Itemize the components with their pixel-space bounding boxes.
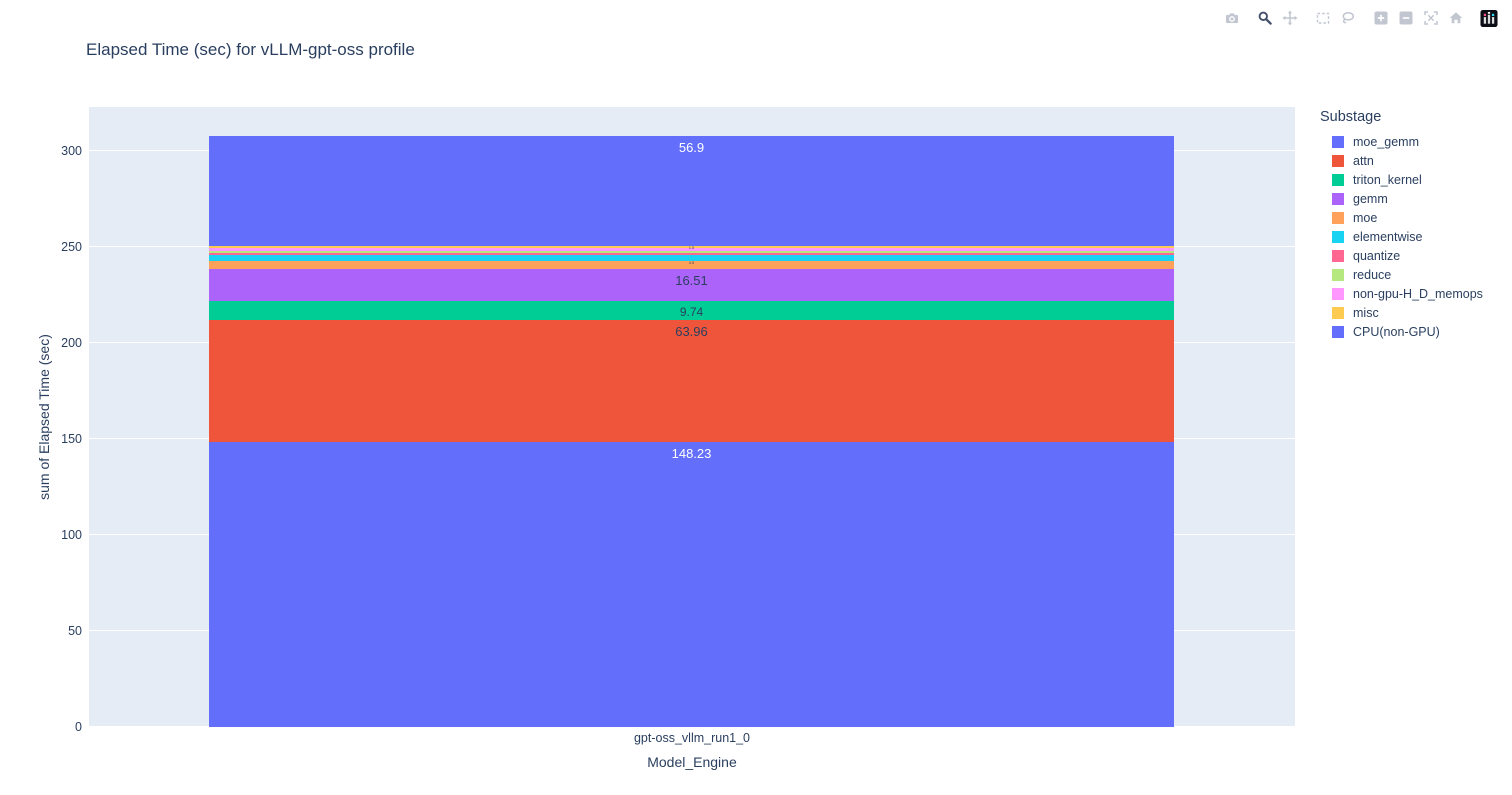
legend-label: reduce xyxy=(1353,267,1392,282)
legend-swatch xyxy=(1332,287,1344,300)
bar-segment-moe_gemm[interactable]: 148.23 xyxy=(209,442,1174,727)
lasso-icon xyxy=(1342,11,1355,24)
bar-segment-value: 9.74 xyxy=(679,305,704,320)
y-tick-label: 150 xyxy=(61,431,82,446)
legend-swatch xyxy=(1332,230,1344,243)
legend-item-attn[interactable]: attn xyxy=(1318,151,1483,170)
modebar-plotly-logo-button[interactable] xyxy=(1480,9,1498,27)
bar-segment-value: 4.5 xyxy=(688,259,695,265)
bar-segment-reduce[interactable] xyxy=(209,251,1174,254)
zoom-out-icon xyxy=(1399,11,1413,25)
legend-item-moe[interactable]: moe xyxy=(1318,208,1483,227)
bar-segment-value: 1.5 xyxy=(688,244,695,250)
camera-icon xyxy=(1226,13,1238,23)
bar-segment-triton_kernel[interactable]: 9.74 xyxy=(209,301,1174,320)
legend-item-gemm[interactable]: gemm xyxy=(1318,189,1483,208)
modebar xyxy=(1216,9,1498,27)
legend-swatch xyxy=(1332,154,1344,167)
plot-area[interactable]: 148.23 63.96 9.74 16.51 4.5 1.5 56.9 xyxy=(89,107,1295,727)
legend-label: CPU(non-GPU) xyxy=(1353,324,1440,339)
modebar-zoom-in-button[interactable] xyxy=(1372,9,1390,27)
y-axis-title: sum of Elapsed Time (sec) xyxy=(36,334,52,500)
y-tick-label: 200 xyxy=(61,335,82,350)
legend-title: Substage xyxy=(1320,109,1382,125)
legend-item-misc[interactable]: misc xyxy=(1318,303,1483,322)
legend: Substage moe_gemm attn triton_kernel gemm mo… xyxy=(1318,109,1483,341)
y-tick-label: 0 xyxy=(75,719,82,734)
bar-segment-elementwise[interactable] xyxy=(209,254,1174,261)
bar-segment-non-gpu-H_D_memops[interactable] xyxy=(209,248,1174,252)
modebar-lasso-button[interactable] xyxy=(1339,9,1357,27)
legend-item-moe_gemm[interactable]: moe_gemm xyxy=(1318,132,1483,151)
bar-segment-value: 56.9 xyxy=(678,140,705,156)
legend-label: gemm xyxy=(1353,191,1388,206)
autoscale-icon xyxy=(1424,11,1438,25)
bar-segment-gemm[interactable]: 16.51 xyxy=(209,269,1174,302)
legend-swatch xyxy=(1332,325,1344,338)
legend-label: moe_gemm xyxy=(1353,134,1419,149)
legend-item-reduce[interactable]: reduce xyxy=(1318,265,1483,284)
y-tick-label: 250 xyxy=(61,239,82,254)
legend-swatch xyxy=(1332,173,1344,186)
modebar-zoom-out-button[interactable] xyxy=(1397,9,1415,27)
legend-swatch xyxy=(1332,192,1344,205)
legend-label: attn xyxy=(1353,153,1374,168)
y-tick-label: 50 xyxy=(68,623,82,638)
y-tick-label: 100 xyxy=(61,527,82,542)
bar-segment-attn[interactable]: 63.96 xyxy=(209,319,1174,443)
box-select-icon xyxy=(1316,12,1330,24)
stacked-bar: 148.23 63.96 9.74 16.51 4.5 1.5 56.9 xyxy=(209,107,1174,727)
x-tick-label: gpt-oss_vllm_run1_0 xyxy=(633,731,751,745)
bar-segment-moe[interactable]: 4.5 xyxy=(209,259,1174,270)
modebar-home-button[interactable] xyxy=(1447,9,1465,27)
legend-label: elementwise xyxy=(1353,229,1423,244)
legend-swatch xyxy=(1332,306,1344,319)
home-icon xyxy=(1449,12,1463,24)
bar-segment-CPU(non-GPU)[interactable]: 56.9 xyxy=(209,136,1174,246)
legend-label: moe xyxy=(1353,210,1378,225)
legend-item-triton_kernel[interactable]: triton_kernel xyxy=(1318,170,1483,189)
legend-label: triton_kernel xyxy=(1353,172,1422,187)
chart-title: Elapsed Time (sec) for vLLM-gpt-oss prof… xyxy=(86,40,415,59)
bar-segment-value: 148.23 xyxy=(671,446,712,462)
bar-segment-quantize[interactable] xyxy=(209,253,1174,255)
legend-swatch xyxy=(1332,135,1344,148)
bar-segment-misc[interactable]: 1.5 xyxy=(209,244,1174,250)
legend-label: misc xyxy=(1353,305,1379,320)
pan-icon xyxy=(1282,10,1298,26)
legend-item-CPU(non-GPU)[interactable]: CPU(non-GPU) xyxy=(1318,322,1483,341)
x-axis-title: Model_Engine xyxy=(647,754,737,770)
legend-swatch xyxy=(1332,211,1344,224)
legend-item-elementwise[interactable]: elementwise xyxy=(1318,227,1483,246)
modebar-pan-button[interactable] xyxy=(1281,9,1299,27)
legend-swatch xyxy=(1332,249,1344,262)
zoom-icon xyxy=(1258,11,1272,25)
modebar-autoscale-button[interactable] xyxy=(1422,9,1440,27)
plotly-logo-icon xyxy=(1480,9,1498,27)
bar-segment-value: 16.51 xyxy=(675,273,708,289)
legend-label: quantize xyxy=(1353,248,1401,263)
modebar-zoom-button[interactable] xyxy=(1256,9,1274,27)
legend-swatch xyxy=(1332,268,1344,281)
zoom-in-icon xyxy=(1374,11,1388,25)
modebar-box-select-button[interactable] xyxy=(1314,9,1332,27)
legend-item-quantize[interactable]: quantize xyxy=(1318,246,1483,265)
bar-segment-value: 63.96 xyxy=(675,323,708,339)
legend-item-non-gpu-H_D_memops[interactable]: non-gpu-H_D_memops xyxy=(1318,284,1483,303)
legend-label: non-gpu-H_D_memops xyxy=(1353,286,1483,301)
modebar-camera-button[interactable] xyxy=(1223,9,1241,27)
y-tick-label: 300 xyxy=(61,143,82,158)
